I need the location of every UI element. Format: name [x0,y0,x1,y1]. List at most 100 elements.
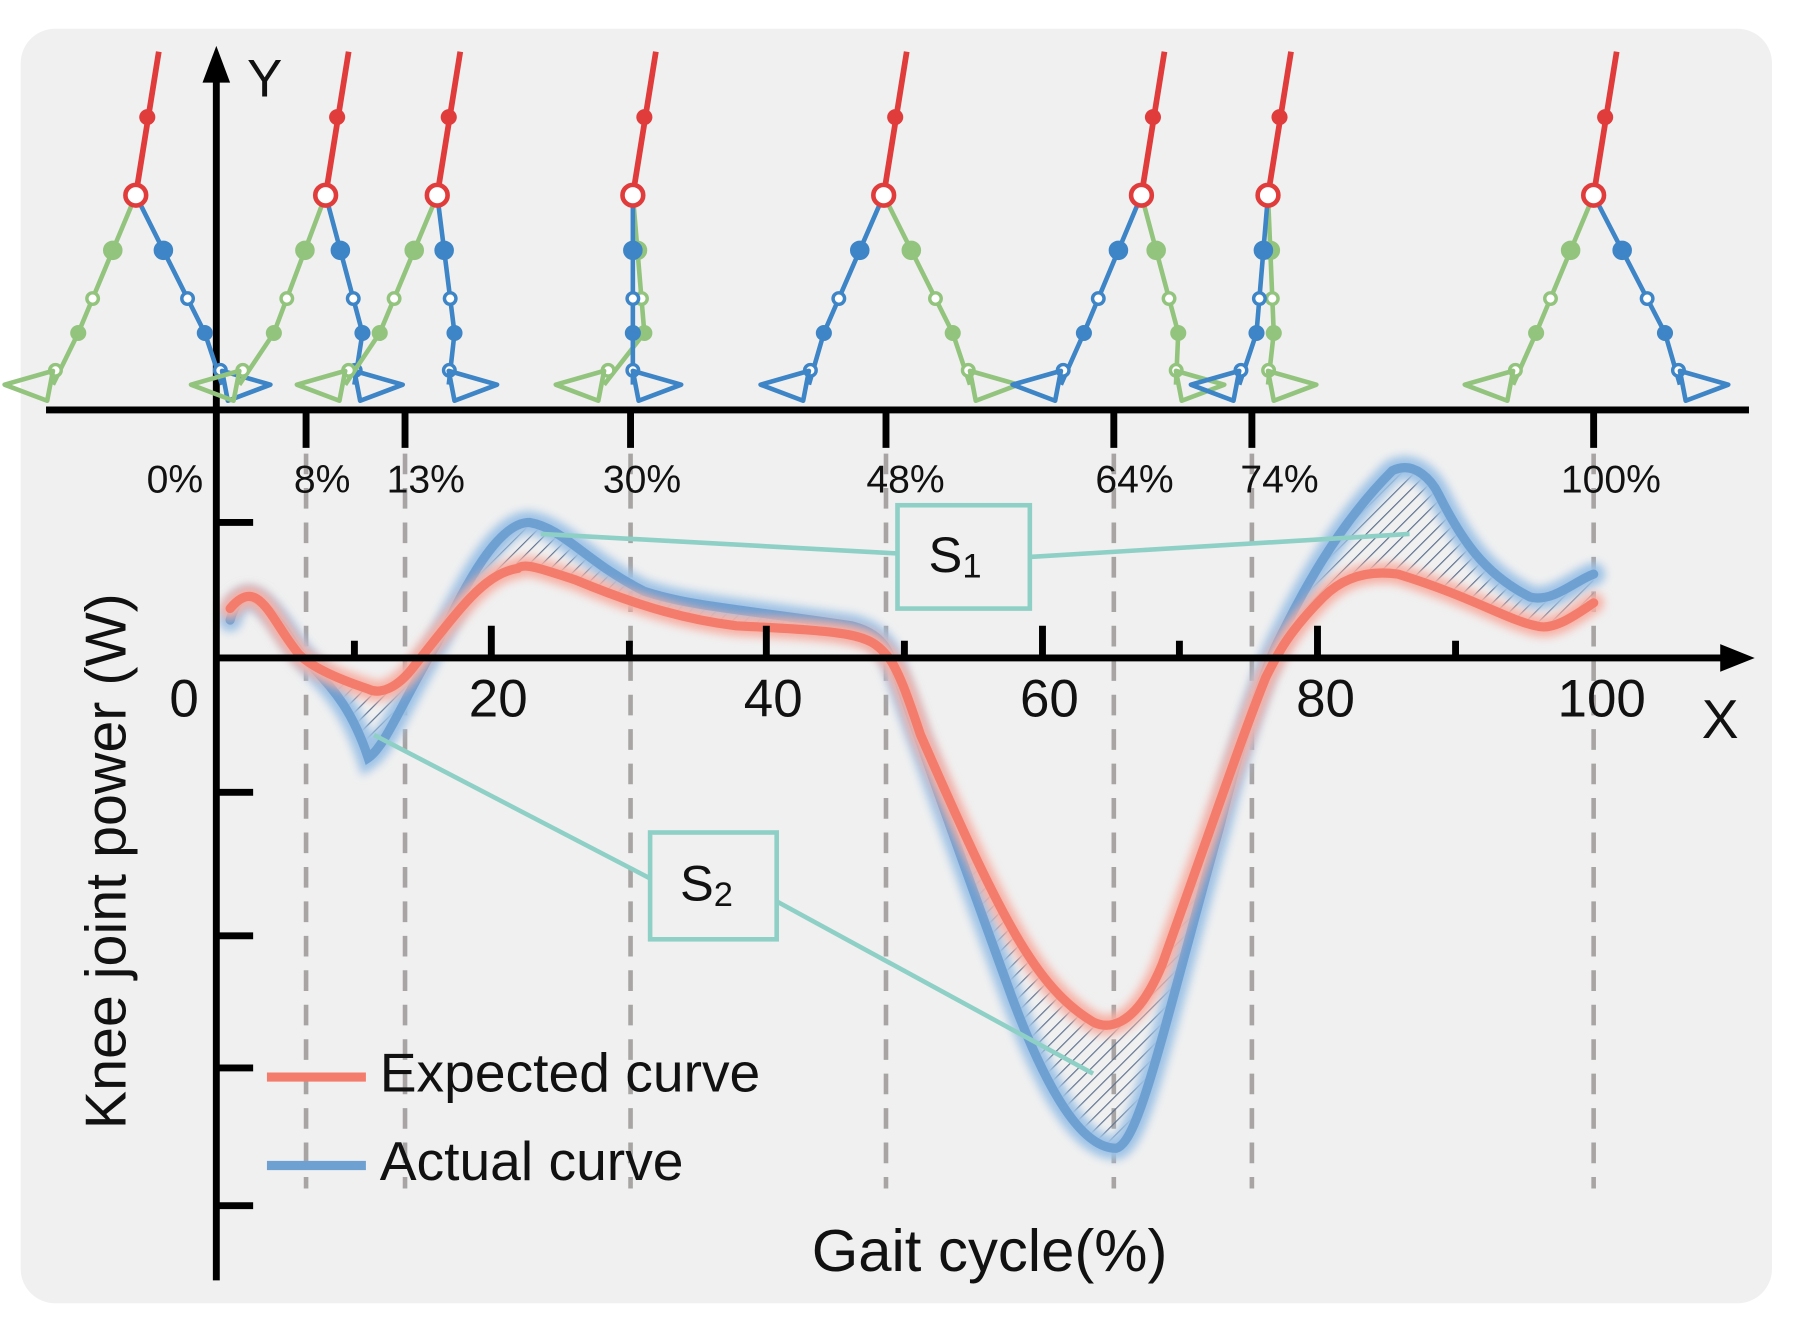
foot [446,368,500,404]
phase-labels: 0% 8% 13% 30% 48% 64% 74% 100% [147,459,1661,502]
joint [196,324,213,342]
area-box [647,830,779,942]
joint [371,324,388,342]
foot [1265,368,1319,404]
x-tick-label: 20 [469,670,528,729]
joint [1265,324,1282,342]
foot [352,368,406,404]
joint [831,291,847,307]
hip [620,182,646,208]
joint [625,291,641,307]
joint [1528,324,1545,342]
joint [901,240,922,261]
joint [85,291,101,307]
joint [1639,291,1655,307]
x-tick-label: 40 [744,670,803,729]
y-title: Knee joint power (W) [75,593,139,1129]
foot [188,368,242,404]
joint [404,240,425,261]
joint [1612,240,1632,261]
foot [1677,368,1731,404]
hip [424,182,450,208]
joint [1597,109,1614,126]
hip [312,182,339,208]
joint [442,291,458,307]
x-tick-label: 100 [1558,670,1646,729]
phase-label: 30% [603,459,681,502]
phase-label: 0% [147,459,204,502]
joint [1543,291,1558,307]
foot [294,368,348,404]
joint [295,240,315,261]
x-tick-label: 80 [1296,670,1355,729]
joint [1253,240,1274,261]
joint [279,291,295,307]
x-tick-label: 0 [169,670,198,729]
foot [2,368,56,404]
joint [354,324,371,342]
joint [1251,291,1267,307]
foot [1188,368,1242,404]
y-arrow [202,45,231,83]
area-subscript: 1 [962,548,981,586]
phase-label: 74% [1240,459,1318,502]
joint [139,109,156,126]
x-tick-labels: 0 20 40 60 80 100 [169,670,1645,729]
hip [1128,182,1155,208]
y-letter: Y [247,50,282,109]
area-subscript: 2 [714,876,733,914]
phase-label: 13% [387,459,465,502]
joint [887,109,904,126]
hip [1580,182,1607,208]
x-title: Gait cycle(%) [812,1217,1168,1284]
joint [1108,240,1129,261]
x-letter: X [1702,688,1739,750]
joint [927,291,943,307]
gait-figures [2,51,1731,404]
joint [180,291,196,307]
joint [1090,291,1106,307]
legend-label: Expected curve [380,1042,761,1104]
actual-curve [225,463,1599,1153]
area-label: S2 [680,855,733,914]
legend-label: Actual curve [380,1130,684,1192]
hip [123,182,149,208]
foot [1462,368,1516,404]
joint [815,324,832,342]
joint [265,324,282,342]
phase-label: 100% [1561,459,1661,502]
joint [330,240,351,261]
hip [1255,182,1281,208]
joint [1560,240,1581,261]
area-label: S1 [929,527,982,586]
expected-curve [225,561,1599,1030]
joint [1144,109,1161,126]
joint [1161,291,1177,307]
joint [1656,324,1674,342]
joint [636,109,653,126]
hip [871,182,897,208]
area-letter: S [680,855,714,912]
joint [1170,324,1187,342]
joint [624,324,641,342]
joint [446,324,463,342]
joint [623,240,643,261]
joint [1271,109,1288,126]
joint [329,109,346,126]
joint [849,240,870,261]
joint [944,324,961,342]
joint [70,324,87,342]
joint [102,240,123,261]
foot [630,368,684,404]
phase-label: 48% [866,459,944,502]
joint [440,109,457,126]
area-letter: S [929,527,963,584]
joint [636,324,653,342]
x-tick-label: 60 [1020,670,1079,729]
foot [758,368,812,404]
foot [1173,368,1227,404]
joint [345,291,361,307]
joint [1248,324,1265,342]
